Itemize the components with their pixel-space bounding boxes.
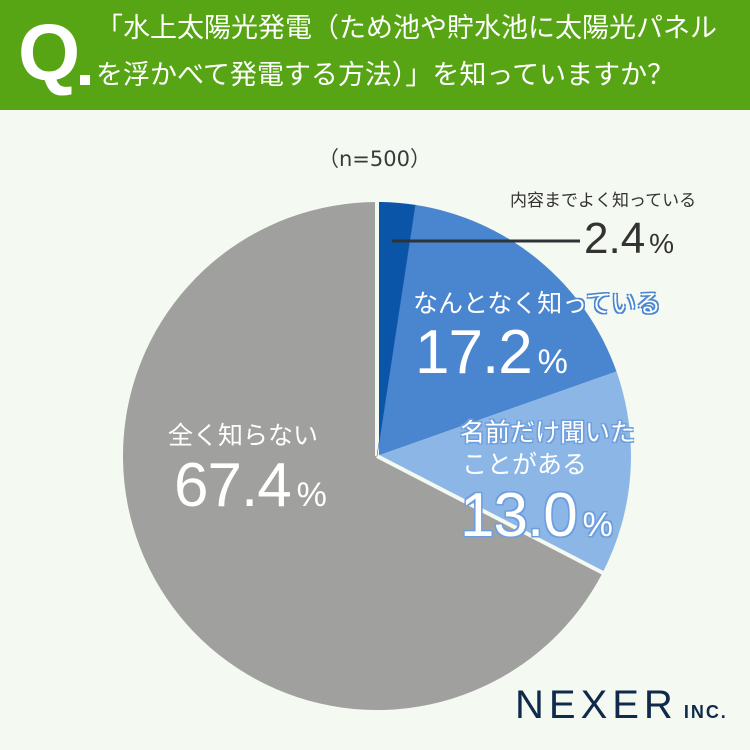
separator	[376, 204, 416, 457]
value-number: 2.4	[584, 214, 646, 263]
question-text-line2: を浮かべて発電する方法）」を知っていますか？	[96, 60, 675, 91]
logo-main: NEXER	[515, 683, 678, 727]
separator	[376, 454, 607, 577]
logo-suffix: INC.	[683, 702, 728, 722]
question-text-line1: 「水上太陽光発電（ため池や貯水池に太陽光パネル	[96, 13, 717, 44]
label-heard-name-line1: 名前だけ聞いた	[460, 418, 636, 447]
value-number: 17.2	[415, 318, 533, 387]
slice-heard-name	[377, 371, 631, 573]
sample-size-label: （n=500）	[318, 147, 431, 171]
percent-sign: %	[537, 343, 568, 381]
label-heard-name-line2: ことがある	[462, 450, 588, 479]
slice-somewhat-know	[377, 204, 617, 456]
label-know-well: 内容までよく知っている	[510, 191, 697, 211]
value-somewhat-know: 17.2%	[415, 317, 568, 388]
question-header: Q 「水上太陽光発電（ため池や貯水池に太陽光パネル を浮かべて発電する方法）」を…	[0, 0, 750, 110]
percent-sign: %	[649, 228, 675, 259]
value-heard-name: 13.0%	[460, 480, 613, 551]
nexer-logo: NEXER INC.	[515, 683, 728, 728]
percent-sign: %	[296, 476, 327, 514]
slice-not-known	[122, 202, 603, 710]
value-number: 67.4	[174, 451, 292, 520]
percent-sign: %	[582, 506, 613, 544]
label-somewhat-know: なんとなく知っている	[413, 289, 662, 318]
q-mark: Q	[18, 8, 80, 97]
value-know-well: 2.4%	[584, 214, 674, 264]
q-dot	[80, 75, 90, 85]
value-number: 13.0	[460, 481, 578, 550]
label-not-known: 全く知らない	[168, 421, 319, 450]
value-not-known: 67.4%	[174, 450, 327, 521]
